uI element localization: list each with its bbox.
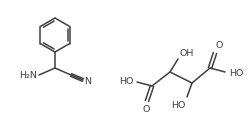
Text: HO: HO — [120, 77, 134, 86]
Text: HO: HO — [229, 69, 243, 77]
Text: N: N — [84, 77, 91, 86]
Text: H₂N: H₂N — [19, 71, 37, 80]
Text: O: O — [142, 105, 150, 114]
Text: OH: OH — [179, 49, 193, 58]
Text: O: O — [216, 41, 223, 50]
Text: HO: HO — [172, 101, 186, 110]
